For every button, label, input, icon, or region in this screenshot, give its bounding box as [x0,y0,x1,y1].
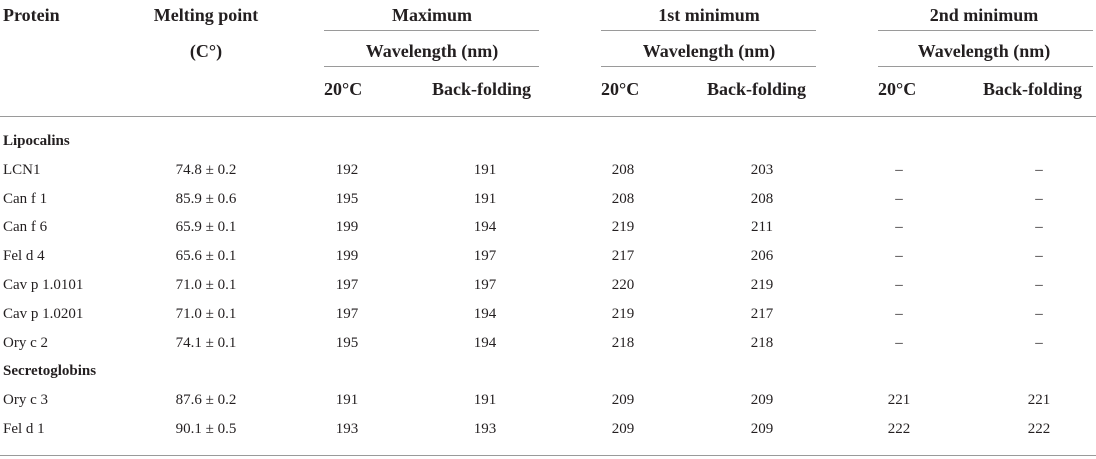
cell-1st-minimum-20c: 219 [611,219,635,236]
header-20c: 20°C [324,79,363,99]
cell-protein: Can f 6 [3,219,48,236]
cell-2nd-minimum-20c: 221 [887,392,911,409]
cell-maximum-20c: 199 [335,219,359,236]
header-20c: 20°C [878,79,917,99]
cell-1st-minimum-back-folding: 208 [750,190,774,207]
cell-1st-minimum-20c: 219 [611,305,635,322]
header-wavelength: Wavelength (nm) [365,41,499,61]
header-maximum: Maximum [392,5,472,25]
cell-melting-point: 87.6 ± 0.2 [175,392,237,409]
header-back-folding: Back-folding [707,79,807,99]
cell-melting-point: 74.8 ± 0.2 [175,161,237,178]
cell-2nd-minimum-back-folding: 221 [1027,392,1051,409]
group-rule [601,30,816,31]
cell-maximum-back-folding: 194 [473,334,497,351]
cell-maximum-20c: 197 [335,305,359,322]
cell-1st-minimum-back-folding: 218 [750,334,774,351]
cell-maximum-20c: 195 [335,334,359,351]
header-protein: Protein [3,5,60,25]
header-1st-minimum: 1st minimum [658,5,760,25]
cell-melting-point: 65.9 ± 0.1 [175,219,237,236]
cell-1st-minimum-20c: 218 [611,334,635,351]
header-melting-unit: (C°) [189,41,223,61]
group-rule [878,30,1093,31]
cell-maximum-20c: 197 [335,277,359,293]
cell-2nd-minimum-back-folding: – [1035,305,1043,322]
cell-maximum-back-folding: 197 [473,248,497,265]
header-20c: 20°C [601,79,640,99]
cell-melting-point: 65.6 ± 0.1 [175,248,237,265]
cell-1st-minimum-back-folding: 217 [750,305,774,322]
cell-1st-minimum-back-folding: 209 [750,392,774,409]
cell-2nd-minimum-20c: – [895,190,903,207]
cell-2nd-minimum-back-folding: – [1035,161,1043,178]
cell-1st-minimum-20c: 209 [611,421,635,437]
cell-protein: Can f 1 [3,190,48,207]
cell-1st-minimum-20c: 220 [611,277,635,293]
cell-2nd-minimum-20c: – [895,161,903,178]
cell-2nd-minimum-20c: 222 [887,421,911,437]
wavelength-rule [878,66,1093,67]
cell-2nd-minimum-back-folding: – [1035,248,1043,265]
cell-protein: Cav p 1.0101 [3,277,84,293]
cell-maximum-back-folding: 191 [473,161,497,178]
cell-maximum-back-folding: 191 [473,190,497,207]
cell-melting-point: 74.1 ± 0.1 [175,334,237,351]
cell-2nd-minimum-20c: – [895,277,903,293]
cell-2nd-minimum-back-folding: – [1035,190,1043,207]
header-back-folding: Back-folding [432,79,532,99]
header-2nd-minimum: 2nd minimum [929,5,1039,25]
cell-maximum-20c: 199 [335,248,359,265]
header-back-folding: Back-folding [983,79,1083,99]
cell-maximum-back-folding: 191 [473,392,497,409]
cell-maximum-20c: 192 [335,161,359,178]
wavelength-rule [324,66,539,67]
table-bottom-rule [0,455,1096,456]
cell-2nd-minimum-20c: – [895,219,903,236]
header-wavelength: Wavelength (nm) [917,41,1051,61]
cell-protein: Fel d 1 [3,421,45,437]
cell-protein: Ory c 2 [3,334,48,351]
cell-melting-point: 71.0 ± 0.1 [175,305,237,322]
cell-maximum-20c: 195 [335,190,359,207]
cell-2nd-minimum-back-folding: 222 [1027,421,1051,437]
cell-1st-minimum-20c: 208 [611,161,635,178]
cell-2nd-minimum-20c: – [895,334,903,351]
cell-1st-minimum-back-folding: 219 [750,277,774,293]
cell-maximum-20c: 193 [335,421,359,437]
cell-1st-minimum-20c: 217 [611,248,635,265]
cell-maximum-back-folding: 194 [473,305,497,322]
cell-protein: LCN1 [3,161,41,178]
cell-melting-point: 85.9 ± 0.6 [175,190,237,207]
section-heading: Lipocalins [3,133,70,149]
cell-2nd-minimum-20c: – [895,248,903,265]
cell-1st-minimum-back-folding: 203 [750,161,774,178]
cell-protein: Fel d 4 [3,248,45,265]
cell-1st-minimum-20c: 209 [611,392,635,409]
group-rule [324,30,539,31]
cell-1st-minimum-back-folding: 206 [750,248,774,265]
header-wavelength: Wavelength (nm) [642,41,776,61]
cell-1st-minimum-back-folding: 209 [750,421,774,437]
cell-melting-point: 90.1 ± 0.5 [175,421,237,437]
section-heading: Secretoglobins [3,363,97,380]
wavelength-rule [601,66,816,67]
header-melting-point: Melting point [153,5,259,25]
cell-2nd-minimum-back-folding: – [1035,219,1043,236]
cell-2nd-minimum-20c: – [895,305,903,322]
cell-protein: Ory c 3 [3,392,48,409]
cell-melting-point: 71.0 ± 0.1 [175,277,237,293]
cell-maximum-back-folding: 197 [473,277,497,293]
cell-2nd-minimum-back-folding: – [1035,334,1043,351]
cell-maximum-20c: 191 [335,392,359,409]
cell-protein: Cav p 1.0201 [3,305,84,322]
cell-1st-minimum-20c: 208 [611,190,635,207]
cell-1st-minimum-back-folding: 211 [751,219,773,236]
cell-2nd-minimum-back-folding: – [1035,277,1043,293]
header-bottom-rule [0,116,1096,117]
cell-maximum-back-folding: 193 [473,421,497,437]
cell-maximum-back-folding: 194 [473,219,497,236]
